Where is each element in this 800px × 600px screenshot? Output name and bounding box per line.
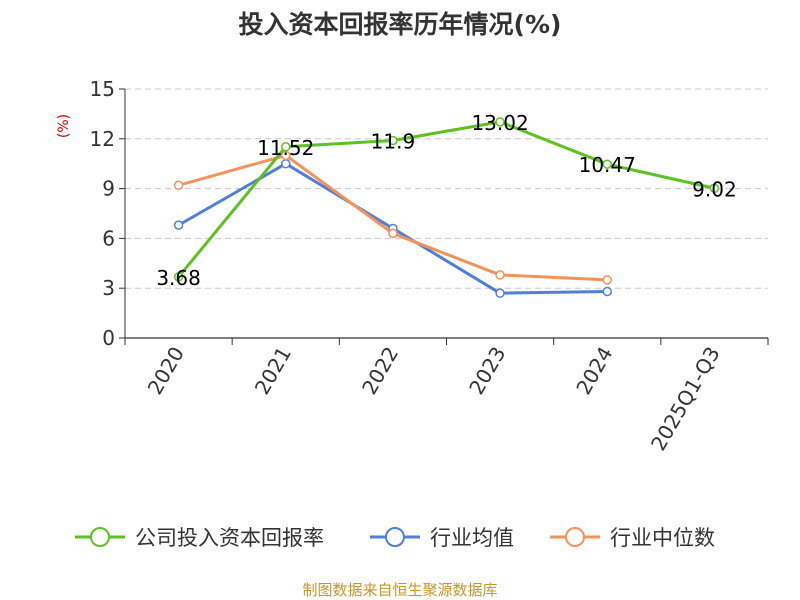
legend-swatch-marker [565,527,585,547]
data-point [173,220,184,230]
x-tick-label: 2025Q1-Q3 [646,343,725,455]
data-label: 10.47 [579,153,636,177]
data-label: 9.02 [692,177,737,201]
data-point [173,180,184,191]
x-tick-label: 2022 [357,343,403,399]
series-lines [173,117,720,298]
legend-item: 公司投入资本回报率 [75,526,324,550]
legend-label: 行业均值 [430,526,514,550]
data-label: 11.9 [371,129,416,153]
chart-title: 投入资本回报率历年情况(%) [239,10,562,39]
gridlines [125,88,768,289]
y-tick-label: 9 [102,177,115,201]
data-label: 3.68 [156,266,201,290]
source-note: 制图数据来自恒生聚源数据库 [302,581,497,599]
data-point [388,135,398,146]
data-point [602,275,612,285]
legend-label: 行业中位数 [610,526,715,550]
data-point [602,286,612,297]
data-point [602,159,612,169]
data-point [495,288,505,298]
legend-swatch-marker [385,527,405,547]
y-tick-label: 3 [102,276,115,300]
legend-swatch-marker [90,527,110,547]
y-tick-label: 6 [102,226,115,250]
data-point [709,183,720,194]
data-label: 13.02 [471,111,528,135]
legend: 公司投入资本回报率 行业均值 行业中位数 [75,526,715,550]
x-tick-label: 2023 [464,343,510,399]
data-point [281,142,291,152]
axes: 0 3 6 9 12 15 2020 2021 2022 2023 2024 2025Q1-Q3 [90,77,769,455]
series-line [178,153,608,282]
y-tick-label: 0 [102,326,115,350]
x-tick-label: 2021 [250,343,296,399]
data-point [388,228,398,239]
data-point [173,272,184,282]
data-label: 11.52 [257,136,314,160]
data-point [281,158,291,169]
x-tick-label: 2020 [143,343,189,399]
x-tick-label: 2024 [571,343,617,399]
data-point [495,270,505,280]
legend-item: 行业均值 [370,526,514,550]
legend-label: 公司投入资本回报率 [135,526,324,550]
y-tick-label: 15 [90,77,115,101]
data-point [495,117,505,127]
data-labels: 3.68 11.52 11.9 13.02 10.47 9.02 [156,111,736,290]
series-line [177,120,715,278]
y-axis-unit-label: (%) [56,114,72,138]
y-tick-label: 12 [90,127,115,151]
legend-item: 行业中位数 [550,526,715,550]
